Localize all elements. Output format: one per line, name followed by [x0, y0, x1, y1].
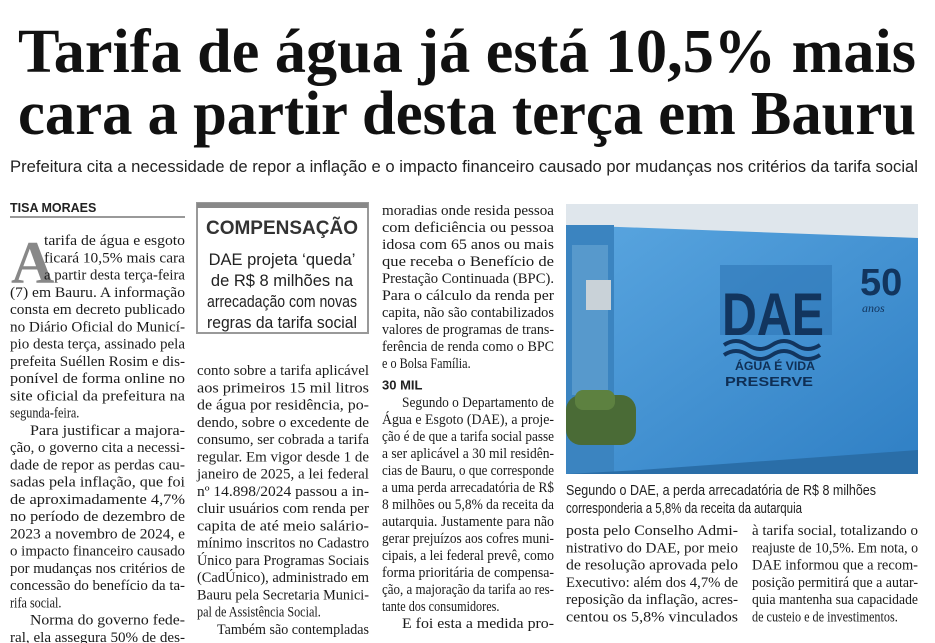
body-line: Para justificar a majora- [30, 423, 185, 439]
body-line: ção, o governo cita a necessi- [10, 440, 185, 456]
body-line: nº 14.898/2024 passou a in- [197, 484, 369, 500]
sidebar-text: arrecadação com novas [207, 293, 357, 311]
body-line: capita, não são contabilizados [382, 305, 554, 321]
body-line: Também são contempladas [217, 622, 369, 638]
body-line: aos primeiros 15 mil litros [197, 380, 369, 396]
body-line: Executivo: além dos 4,7% de [566, 575, 738, 591]
body-line: que receba o Benefício de [382, 254, 554, 270]
sidebar-label: COMPENSAÇÃO [206, 217, 358, 239]
sidebar-box [196, 202, 369, 334]
section-heading: 30 MIL [382, 377, 423, 392]
body-line: consta em decreto publicado [10, 302, 185, 318]
body-line: DAE informou que a recom- [752, 558, 918, 574]
sidebar-text: DAE projeta ‘queda’ [209, 251, 356, 269]
body-line: de custeio e de investimentos. [752, 609, 898, 625]
drop-cap: A [11, 230, 54, 296]
body-line: dade de repor as perdas cau- [10, 457, 185, 473]
body-line: (7) em Bauru. A informação [10, 285, 185, 301]
body-line: rifa social. [10, 595, 61, 611]
body-line: forma prioritária de compensa- [382, 565, 554, 581]
body-line: reposição da inflação, acres- [566, 592, 738, 608]
body-line: (CadÚnico), administrado em [197, 569, 370, 586]
photo: DAE 50 anos ÁGUA É VIDA PRESERVE [566, 204, 918, 474]
body-line: Bauru pela Secretaria Munici- [197, 587, 369, 603]
headline: cara a partir desta terça em Bauru [18, 80, 916, 148]
body-line: nistrativo do DAE, por meio [566, 540, 738, 556]
sidebar-text: regras da tarifa social [207, 314, 357, 332]
photo-sign: ÁGUA É VIDA [735, 358, 815, 373]
body-line: autarquia. Justamente para não [382, 514, 554, 530]
body-line: pal de Assistência Social. [197, 605, 321, 621]
body-line: o impacto financeiro causado [10, 544, 185, 560]
body-line: ponível de forma online no [10, 371, 185, 387]
body-line: de aproximadamente 4,7% [10, 492, 185, 508]
body-line: quia mantenha sua capacidade [752, 592, 918, 608]
body-line: 2023 a novembro de 2024, e [10, 526, 185, 542]
body-line: moradias onde resida pessoa [382, 203, 555, 219]
photo-sign: 50 [860, 262, 902, 304]
body-line: tarifa de água e esgoto [44, 233, 185, 249]
body-line: ficará 10,5% mais cara [44, 250, 186, 266]
body-line: e o Bolsa Família. [382, 356, 471, 372]
body-line: a uma perda arrecadatória de R$ [382, 480, 554, 496]
body-line: site oficial da prefeitura na [10, 388, 186, 404]
body-line: no Diário Oficial do Municí- [10, 319, 185, 335]
photo-caption: Segundo o DAE, a perda arrecadatória de … [566, 483, 876, 499]
sidebar-bar [197, 203, 368, 208]
body-line: Norma do governo fede- [30, 613, 185, 629]
body-line: segunda-feira. [10, 406, 79, 422]
body-line: posta pelo Conselho Admi- [566, 523, 738, 539]
body-line: reajuste de 10,5%. Em nota, o [752, 540, 918, 556]
body-line: conto sobre a tarifa aplicável [197, 363, 369, 379]
body-line: por mudanças nos critérios de [10, 561, 185, 577]
body-line: ral, ela assegura 50% de des- [10, 630, 185, 643]
body-line: mínimo inscritos no Cadastro [197, 536, 369, 552]
body-line: Para o cálculo da renda per [382, 288, 554, 304]
body-line: à tarifa social, totalizando o [752, 523, 918, 539]
photo-sign: PRESERVE [725, 374, 813, 389]
body-line: a partir desta terça-feira [44, 268, 186, 284]
body-line: Segundo o Departamento de [402, 395, 554, 411]
body-line: janeiro de 2025, a lei federal [196, 467, 369, 483]
sidebar-text: de R$ 8 milhões na [211, 272, 354, 290]
body-line: sadas pela inflação, que foi [10, 475, 185, 491]
body-line: de água por residência, po- [197, 398, 369, 414]
photo-sign: anos [862, 301, 885, 315]
body-line: 8 milhões ou 5,8% da receita da [382, 497, 555, 513]
photo-sign: DAE [722, 281, 824, 348]
body-line: tante dos consumidores. [382, 599, 499, 615]
body-line: cipais, a lei federal prevê, como [382, 548, 554, 564]
body-line: de resolução aprovada pelo [566, 558, 738, 574]
body-line: prefeita Suéllen Rosim e dis- [10, 354, 185, 370]
body-line: ção é de que a tarifa social passe [382, 429, 554, 445]
body-line: regular. Em vigor desde 1 de [197, 449, 369, 465]
body-line: dendo, sobre o excedente de [197, 415, 369, 431]
subtitle: Prefeitura cita a necessidade de repor a… [10, 157, 918, 176]
body-line: Único para Programas Sociais [197, 552, 369, 569]
body-line: com deficiência ou pessoa [382, 220, 555, 236]
body-line: capita de até meio salário- [197, 518, 369, 534]
body-line: Prestação Continuada (BPC). [382, 271, 554, 287]
body-line: concessão do benefício da ta- [10, 578, 185, 594]
body-line: no período de dezembro de [10, 509, 185, 525]
body-line: cluir usuários com renda per [197, 501, 369, 517]
body-line: E foi esta a medida pro- [402, 616, 554, 632]
body-line: posição permitirá que a autar- [752, 575, 918, 591]
byline: TISA MORAES [10, 201, 96, 215]
photo-caption: corresponderia a 5,8% da receita da auta… [566, 501, 803, 517]
body-line: cias de Bauru, o que corresponde [382, 463, 554, 479]
body-line: a ser aplicável a 30 mil residên- [382, 446, 554, 462]
body-line: Água e Esgoto (DAE), a proje- [382, 411, 554, 428]
body-line: ção, a majoração da tarifa ao res- [382, 582, 554, 598]
headline: Tarifa de água já está 10,5% mais [18, 18, 916, 86]
body-line: ferência de renda como o BPC [382, 339, 554, 355]
body-line: gerar prejuízos aos cofres muni- [382, 531, 554, 547]
body-line: idosa com 65 anos ou mais [382, 237, 554, 253]
body-line: pio desta terça, assinado pela [10, 337, 186, 353]
body-line: consumo, ser cobrada a tarifa [197, 432, 370, 448]
body-line: centou os 5,8% vinculados [566, 609, 738, 625]
body-line: valores de programas de trans- [382, 322, 554, 338]
